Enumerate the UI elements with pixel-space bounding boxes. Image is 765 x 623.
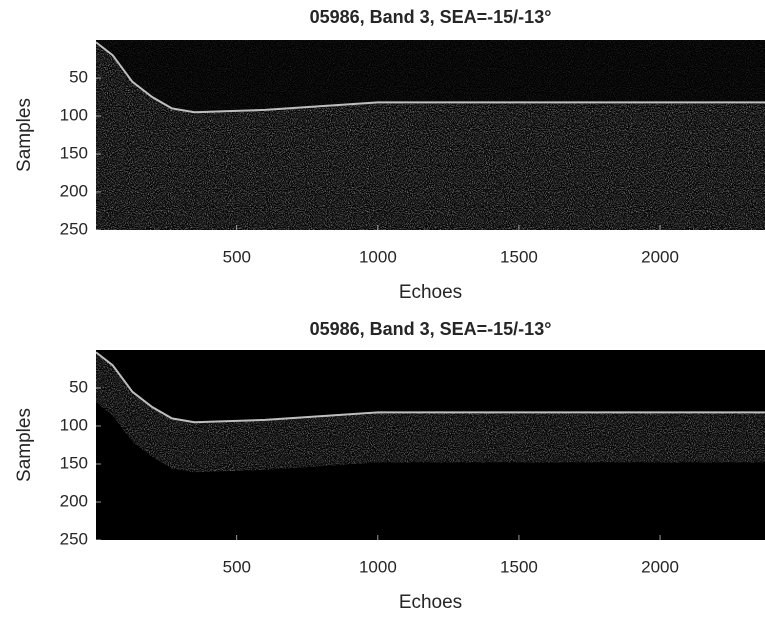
- y-tick-label: 200: [60, 491, 88, 510]
- image-layer: [96, 40, 765, 230]
- x-tick-label: 1000: [359, 557, 397, 576]
- y-tick-label: 150: [60, 143, 88, 162]
- y-tick-label: 150: [60, 453, 88, 472]
- x-axis-label: Echoes: [399, 282, 462, 303]
- chart-title: 05986, Band 3, SEA=-15/-13°: [310, 7, 552, 27]
- x-tick-label: 1000: [359, 247, 397, 266]
- surface-echo: [96, 41, 765, 114]
- y-tick-label: 250: [60, 529, 88, 548]
- x-axis-label: Echoes: [399, 592, 462, 613]
- x-tick-label: 2000: [641, 247, 679, 266]
- y-tick-label: 50: [69, 67, 88, 86]
- x-tick-label: 1500: [500, 557, 538, 576]
- x-tick-label: 500: [223, 557, 251, 576]
- chart-title: 05986, Band 3, SEA=-15/-13°: [310, 319, 552, 339]
- y-axis-label: Samples: [14, 98, 35, 172]
- y-tick-label: 50: [69, 377, 88, 396]
- x-tick-label: 500: [223, 247, 251, 266]
- y-tick-label: 250: [60, 219, 88, 238]
- y-tick-label: 100: [60, 105, 88, 124]
- y-axis-label: Samples: [14, 408, 35, 482]
- x-tick-label: 1500: [500, 247, 538, 266]
- x-tick-label: 2000: [641, 557, 679, 576]
- y-tick-label: 100: [60, 415, 88, 434]
- y-tick-label: 200: [60, 181, 88, 200]
- surface-echo: [96, 351, 765, 424]
